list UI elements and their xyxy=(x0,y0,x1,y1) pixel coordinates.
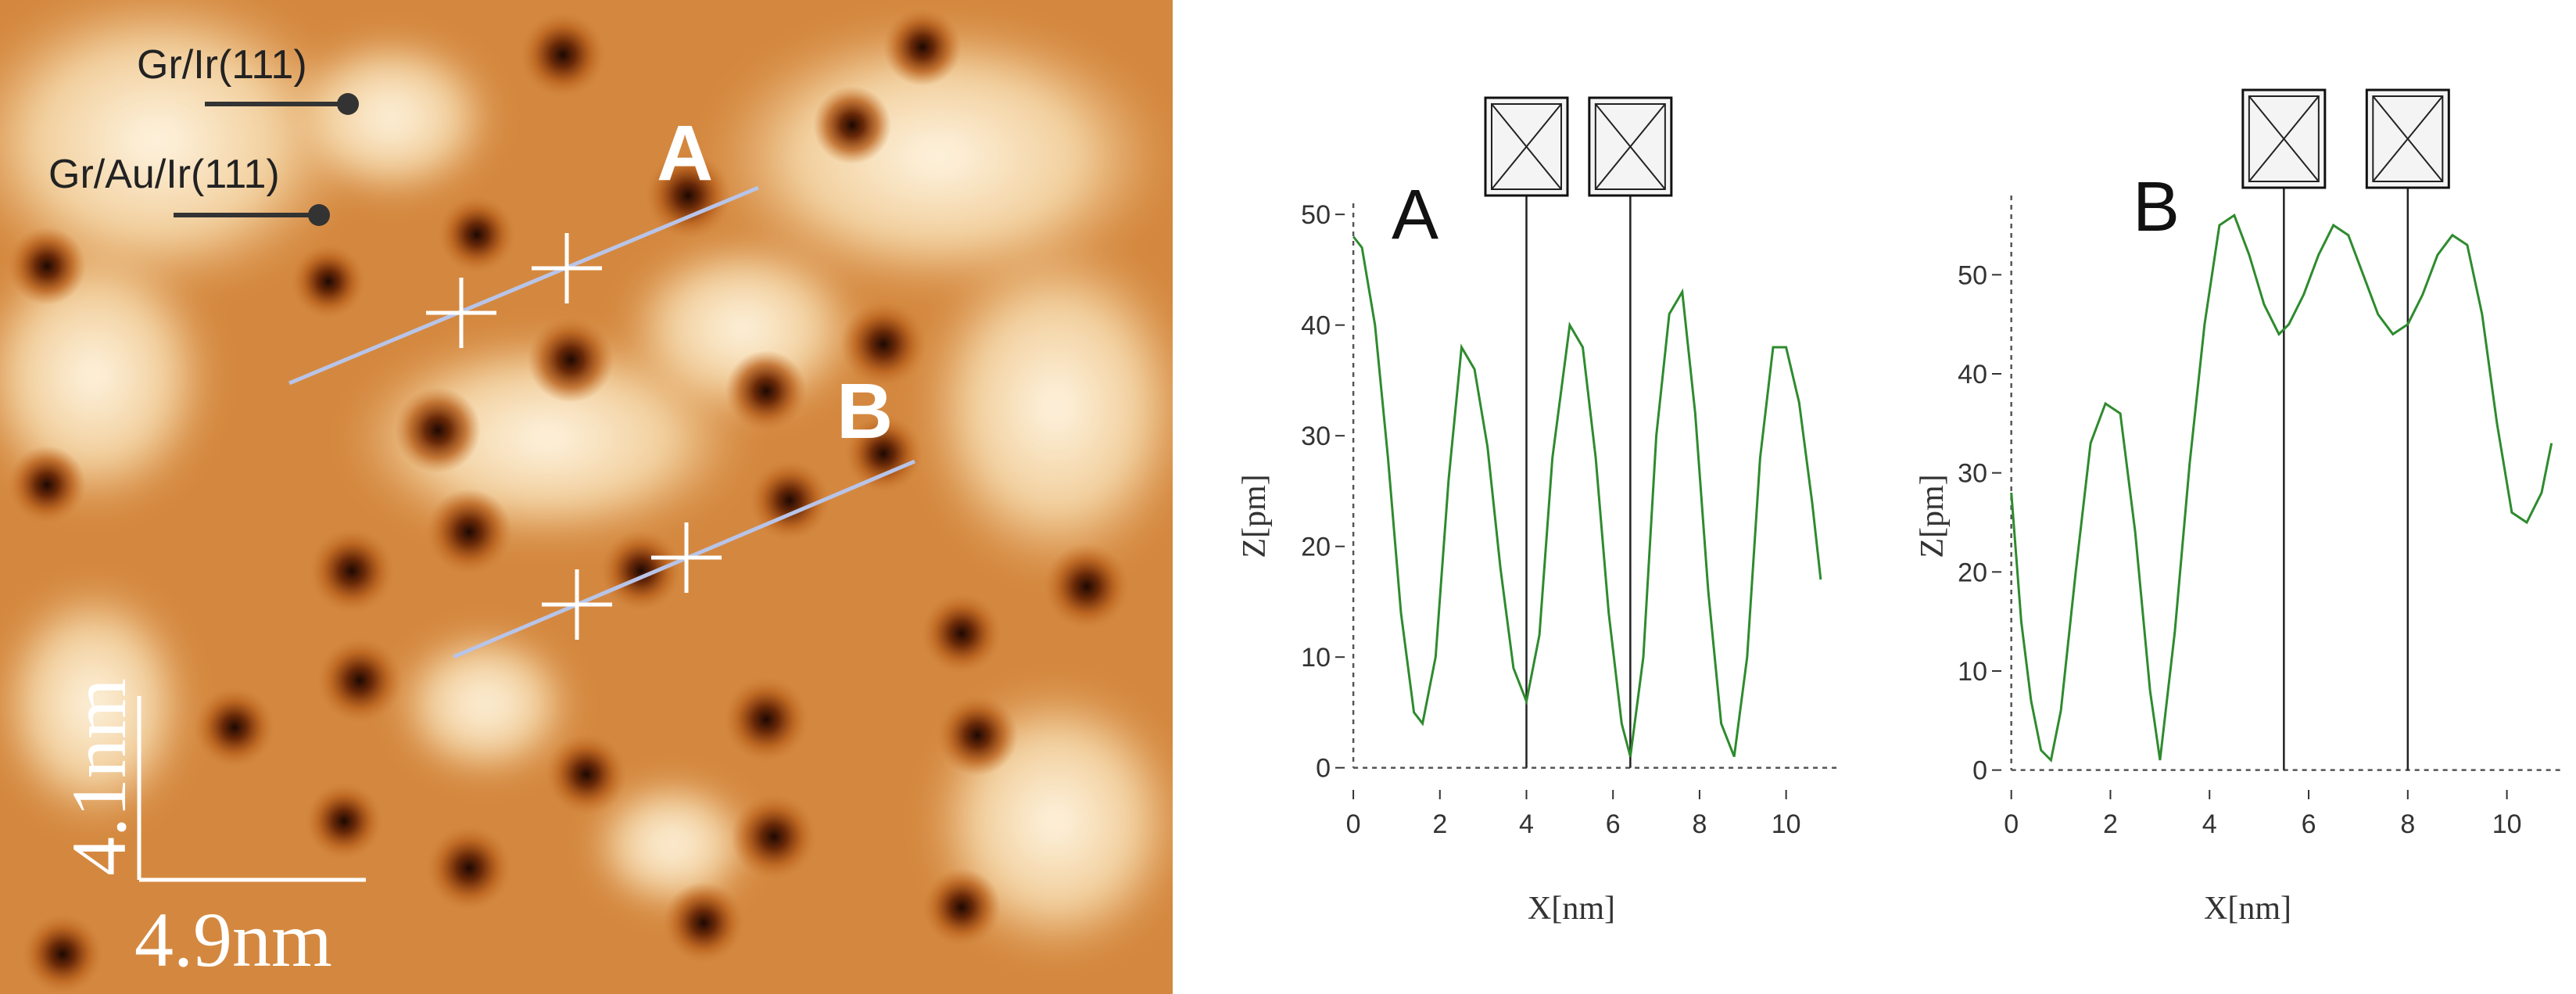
stm-image: Gr/Ir(111) Gr/Au/Ir(111) A B 4.1nm 4.9nm xyxy=(0,0,1173,994)
chart-a-xtick-label: 10 xyxy=(1772,809,1801,839)
profile-line-a xyxy=(288,185,759,386)
chart-b-xtick-label: 0 xyxy=(2004,809,2019,839)
chart-b-ytick-label: 40 xyxy=(1958,360,1987,389)
chart-a-profile-line xyxy=(1352,235,1822,758)
label-gr-au-ir: Gr/Au/Ir(111) xyxy=(48,152,280,197)
chart-b-ytick-label: 50 xyxy=(1958,260,1987,290)
chart-b-ytick-label: 30 xyxy=(1958,459,1987,489)
pointer-dot-gr-ir xyxy=(337,93,359,115)
marker-a-1 xyxy=(426,278,496,348)
pointer-dot-gr-au-ir xyxy=(308,204,330,226)
chart-a-xlabel: X[nm] xyxy=(1528,891,1615,927)
chart-b-xtick-label: 6 xyxy=(2302,809,2316,839)
chart-a-xtick-label: 8 xyxy=(1692,809,1707,839)
chart-a-cursor-box-2 xyxy=(1588,96,1673,197)
chart-a-ylabel: Z[pm] xyxy=(1237,474,1273,558)
chart-b-xtick-label: 4 xyxy=(2202,809,2217,839)
chart-a-xtick-label: 0 xyxy=(1346,809,1361,839)
chart-b-ytick-label: 20 xyxy=(1958,558,1987,587)
chart-b-ylabel: Z[pm] xyxy=(1915,474,1951,558)
chart-b-profile-line xyxy=(2010,214,2553,763)
chart-b-panel-label: B xyxy=(2133,168,2180,246)
label-gr-ir: Gr/Ir(111) xyxy=(137,42,307,88)
chart-a-xtick-label: 4 xyxy=(1519,809,1534,839)
marker-a-2 xyxy=(532,233,602,303)
marker-b-2 xyxy=(651,522,722,593)
bright-regions xyxy=(0,0,1173,962)
chart-a-cursor-box-1 xyxy=(1484,96,1569,197)
scale-label-horizontal: 4.9nm xyxy=(134,896,332,983)
chart-b-ytick-label: 10 xyxy=(1958,657,1987,687)
profile-chart-a: 0 2 4 6 8 10 0 10 20 30 40 50 A X[nm] Z[pm] xyxy=(1237,96,1837,927)
scale-label-vertical: 4.1nm xyxy=(56,678,142,876)
profile-chart-b: 0 2 4 6 8 10 0 10 20 30 40 50 B X[nm] Z[pm] xyxy=(1915,88,2564,927)
chart-a-ytick-label: 40 xyxy=(1301,311,1331,341)
chart-b-xtick-label: 2 xyxy=(2103,809,2118,839)
moire-pits xyxy=(8,8,1130,994)
chart-a-panel-label: A xyxy=(1392,176,1438,254)
chart-b-cursor-box-2 xyxy=(2365,88,2450,189)
chart-b-layer: 0 2 4 6 8 10 0 10 20 30 40 50 xyxy=(1958,88,2564,839)
chart-b-xtick-label: 10 xyxy=(2492,809,2522,839)
chart-a-ytick-label: 0 xyxy=(1316,754,1331,784)
label-line-b: B xyxy=(837,368,893,455)
marker-b-1 xyxy=(542,569,612,640)
chart-a-ytick-label: 50 xyxy=(1301,200,1331,230)
chart-a-xtick-label: 2 xyxy=(1432,809,1447,839)
chart-b-xlabel: X[nm] xyxy=(2204,891,2291,927)
chart-b-cursor-box-1 xyxy=(2241,88,2327,189)
chart-a-ytick-label: 10 xyxy=(1301,643,1331,673)
label-line-a: A xyxy=(657,109,713,197)
chart-b-xtick-label: 8 xyxy=(2400,809,2415,839)
chart-a-xtick-label: 6 xyxy=(1606,809,1621,839)
chart-a-ytick-label: 30 xyxy=(1301,422,1331,451)
chart-a-ytick-label: 20 xyxy=(1301,533,1331,562)
chart-b-ytick-label: 0 xyxy=(1972,756,1987,786)
chart-a-layer: 0 2 4 6 8 10 0 10 20 30 40 50 xyxy=(1301,96,1837,839)
